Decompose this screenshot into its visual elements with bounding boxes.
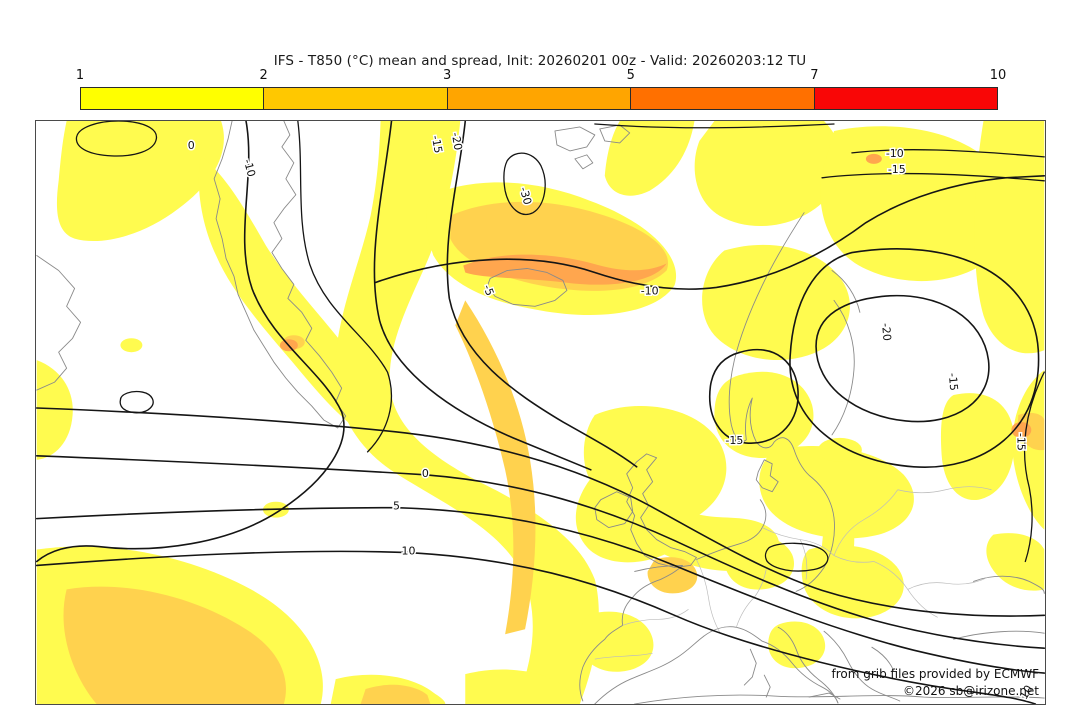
chart-title: IFS - T850 (°C) mean and spread, Init: 2…	[273, 53, 807, 69]
colorbar-tick-row: 1 2 3 5 7 10	[76, 68, 1006, 84]
contour-label: -15	[1014, 433, 1027, 451]
colorbar-gradient	[80, 87, 998, 110]
weather-map: 0 -10 -15 -20 -30 -10 -10 -15 -20 -15 -15 -15 -5 0 5 10…	[35, 120, 1046, 705]
colorbar-tick: 7	[810, 68, 819, 83]
colorbar-tick: 3	[443, 68, 452, 83]
colorbar-segment-2-3	[263, 88, 447, 109]
colorbar-tick: 10	[989, 68, 1007, 83]
contour-label: -30	[517, 186, 534, 207]
colorbar-tick: 5	[626, 68, 635, 83]
colorbar-segment-7-10	[813, 88, 998, 109]
contour-label: -10	[886, 147, 904, 160]
contour-label: -20	[879, 322, 894, 341]
contour-labels: 0-10-15 -20-30-10-10-15-20-15-15 -15-50510…	[186, 130, 1037, 703]
contour-label: -15	[429, 134, 445, 154]
colorbar-segment-5-7	[630, 88, 814, 109]
contour-label: -20	[449, 131, 465, 151]
contour-label: -15	[888, 163, 906, 176]
colorbar-tick: 2	[259, 68, 268, 83]
attribution-copyright: ©2026 sb@irizone.net	[903, 684, 1039, 698]
colorbar-tick: 1	[75, 68, 85, 83]
isotherm-contours	[36, 121, 1045, 704]
contour-label: -15	[725, 434, 743, 447]
contour-label: 0	[422, 467, 429, 480]
map-canvas: 0-10-15 -20-30-10-10-15-20-15-15 -15-50510…	[36, 121, 1045, 704]
attribution: from grib files provided by ECMWF ©2026 …	[831, 666, 1039, 700]
contour-label: 10	[401, 545, 415, 558]
contour-label: -10	[241, 158, 258, 179]
colorbar: 1 2 3 5 7 10	[76, 68, 1006, 110]
attribution-source: from grib files provided by ECMWF	[831, 667, 1039, 681]
contour-label: -10	[641, 284, 659, 297]
contour-label: 0	[188, 139, 195, 152]
contour-label: 5	[393, 500, 400, 513]
contour-label: -15	[946, 372, 961, 391]
colorbar-segment-1-2	[81, 88, 264, 109]
colorbar-segment-3-5	[446, 88, 631, 109]
